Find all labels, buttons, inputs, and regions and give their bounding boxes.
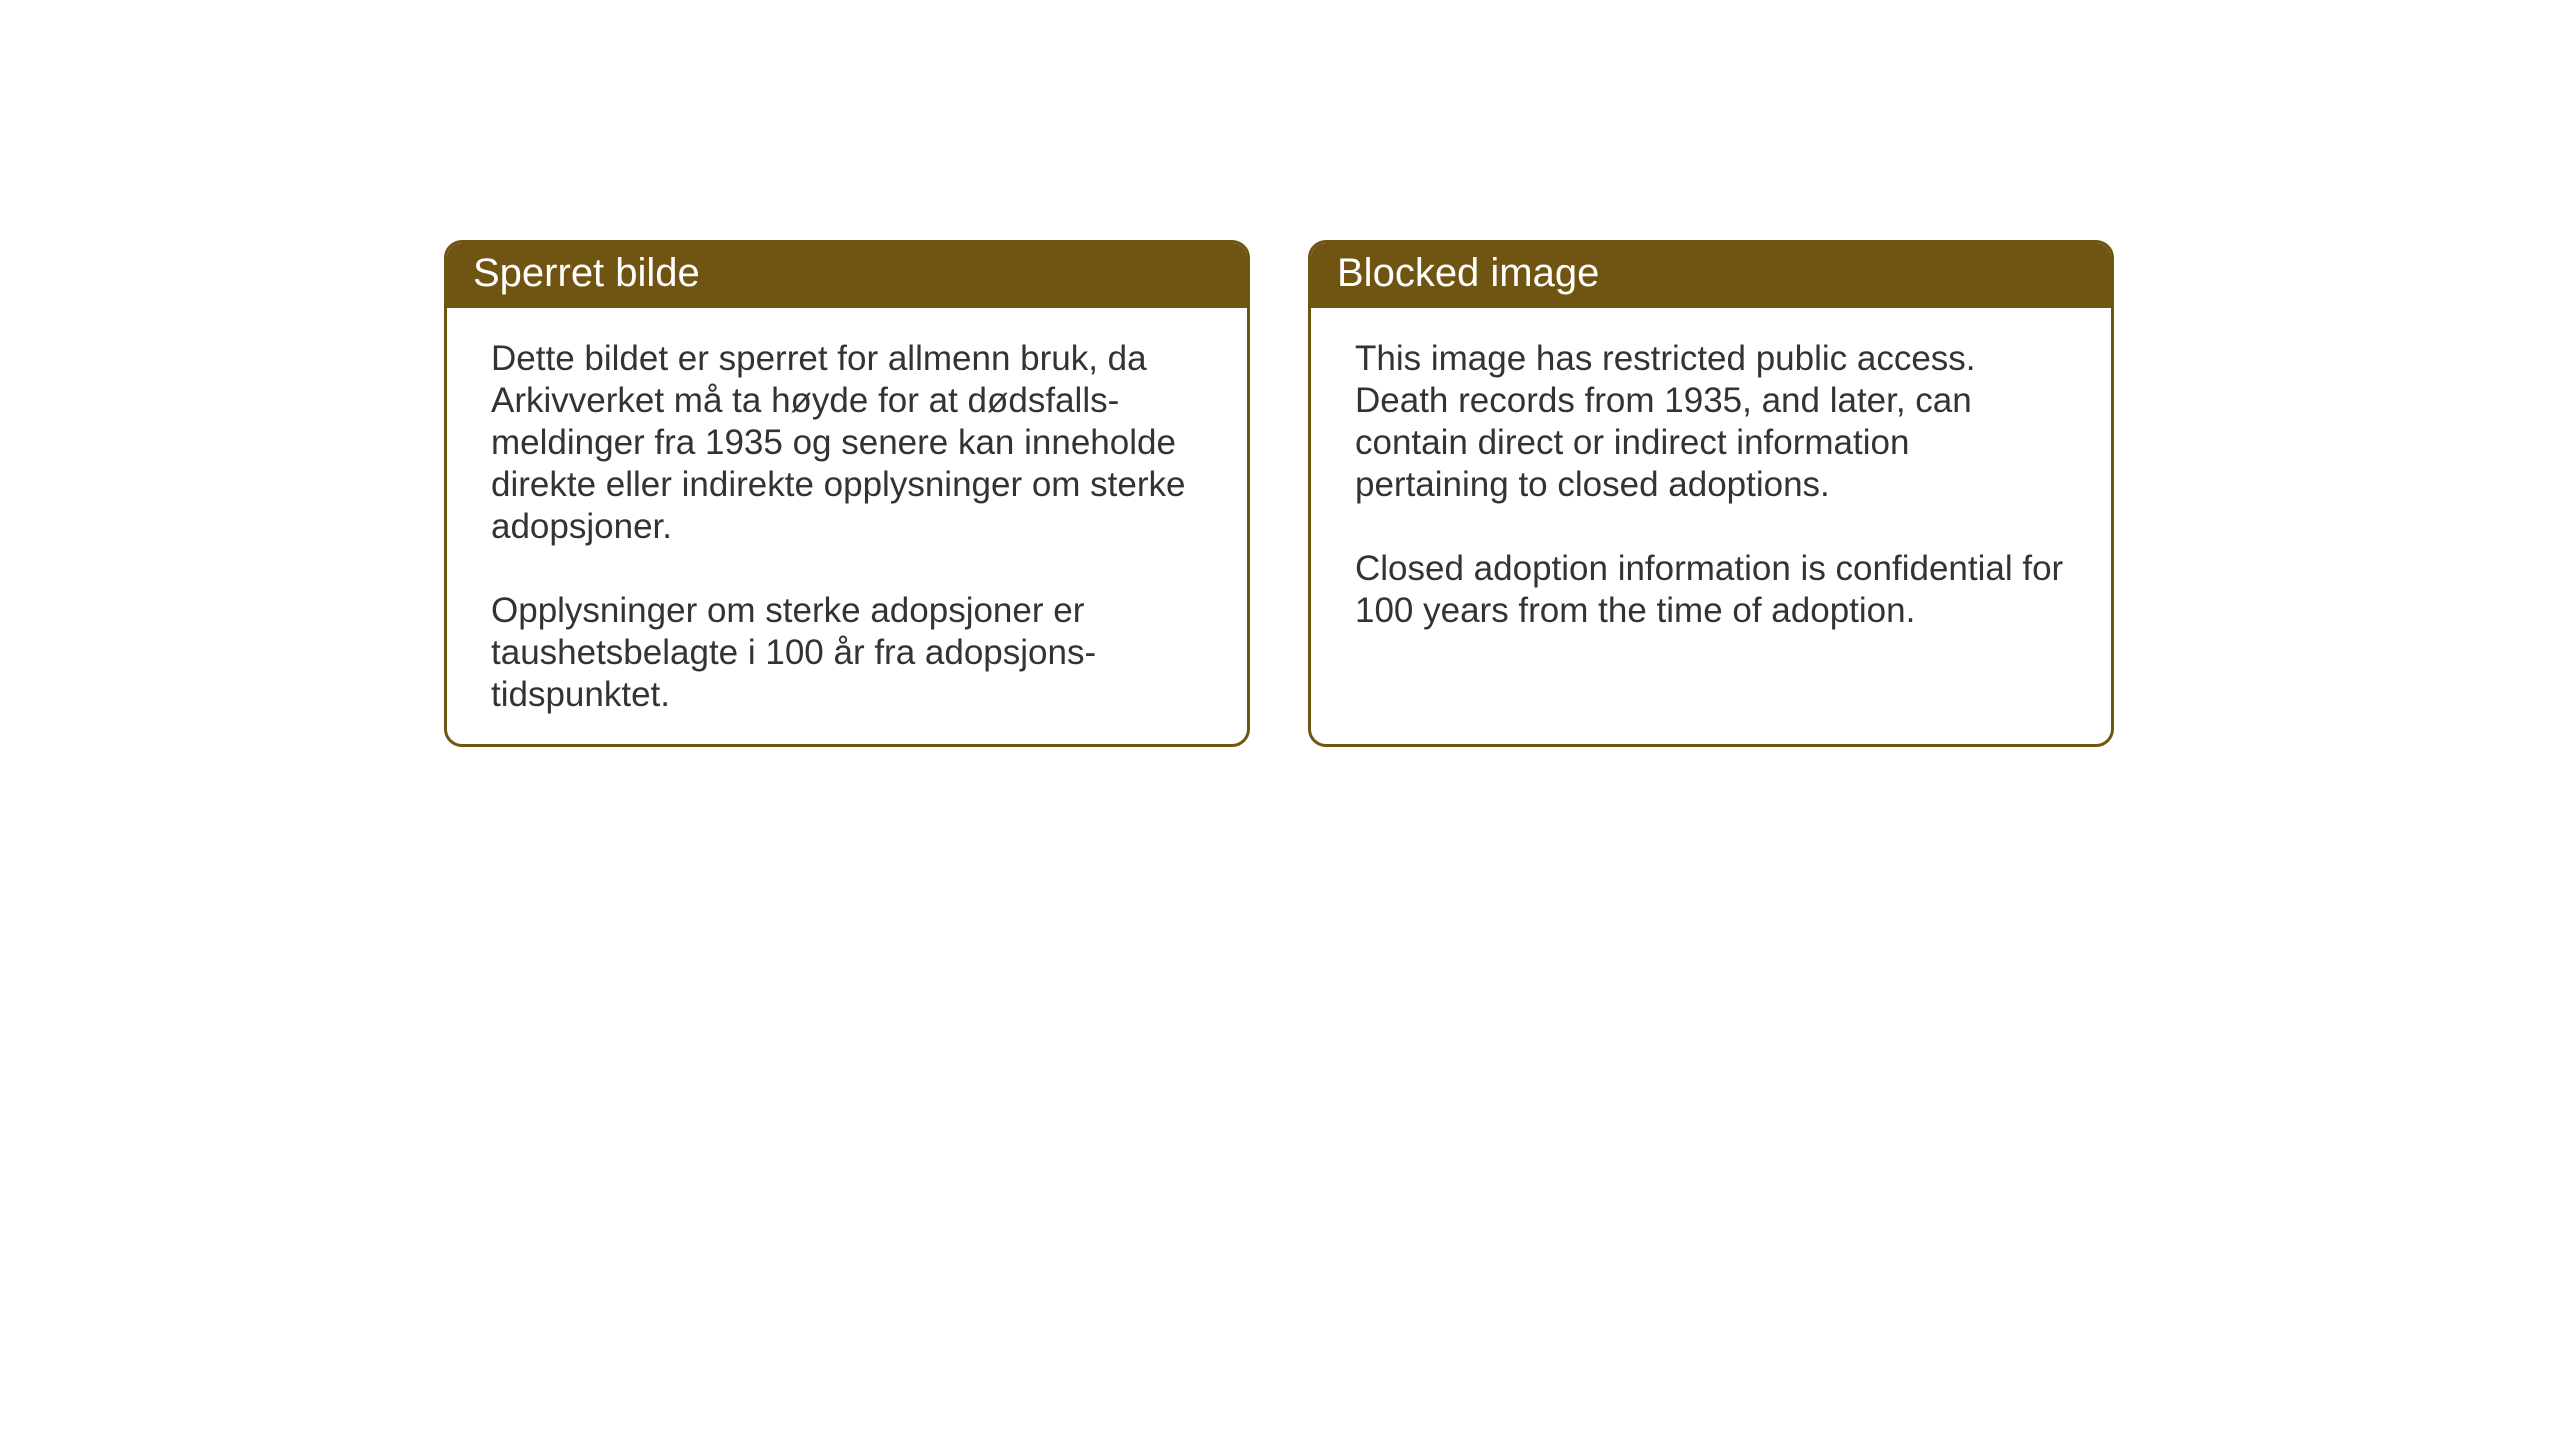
norwegian-paragraph-2: Opplysninger om sterke adopsjoner er tau… [491, 590, 1203, 716]
english-card-title: Blocked image [1311, 243, 2111, 308]
norwegian-card-body: Dette bildet er sperret for allmenn bruk… [447, 308, 1247, 746]
english-notice-card: Blocked image This image has restricted … [1308, 240, 2114, 747]
norwegian-card-title: Sperret bilde [447, 243, 1247, 308]
english-card-body: This image has restricted public access.… [1311, 308, 2111, 662]
norwegian-notice-card: Sperret bilde Dette bildet er sperret fo… [444, 240, 1250, 747]
english-paragraph-1: This image has restricted public access.… [1355, 338, 2067, 506]
english-paragraph-2: Closed adoption information is confident… [1355, 548, 2067, 632]
notice-cards-container: Sperret bilde Dette bildet er sperret fo… [444, 240, 2560, 747]
norwegian-paragraph-1: Dette bildet er sperret for allmenn bruk… [491, 338, 1203, 548]
